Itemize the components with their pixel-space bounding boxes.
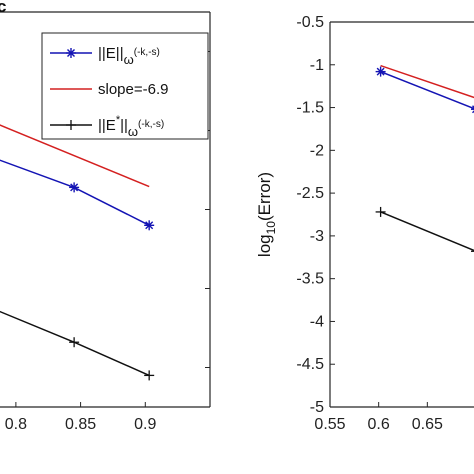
series-line-1 bbox=[380, 64, 474, 99]
y-tick-label-2: -1.5 bbox=[296, 100, 324, 117]
legend-box bbox=[41, 32, 209, 140]
y-axis-label: log10(Error) bbox=[255, 172, 278, 257]
y-axis-label-tail: (Error) bbox=[255, 172, 274, 221]
legend-entry-sup-0: (-k,-s) bbox=[134, 47, 160, 58]
legend-entry-main-0: ||E|| bbox=[98, 45, 124, 62]
right-chart-panel: 0.55 0.6 0.65 -0.5 -1 -1.5 -2 -2.5 -3 -3.5 -4 -4.5 -… bbox=[255, 14, 474, 433]
x-tick-label-0: 0.8 bbox=[5, 416, 27, 433]
legend-entry-sup-2: (-k,-s) bbox=[138, 119, 164, 130]
x-tick-label-2: 0.65 bbox=[412, 416, 443, 433]
y-tick-label-5: -3 bbox=[310, 228, 324, 245]
y-tick-label-8: -4.5 bbox=[296, 356, 324, 373]
legend-entry-star-2: * bbox=[116, 114, 121, 126]
legend-entry-main-1: slope=-6.9 bbox=[98, 81, 168, 98]
x-tick-label-1: 0.85 bbox=[65, 416, 96, 433]
y-tick-label-1: -1 bbox=[310, 57, 324, 74]
left-chart-panel: 0.8 0.85 0.9c||E||ω(-k,-s)slope=-6.9||E*||… bbox=[0, 0, 211, 433]
x-tick-label-0: 0.55 bbox=[314, 416, 345, 433]
y-tick-label-3: -2 bbox=[310, 142, 324, 159]
y-axis-label-sub: 10 bbox=[264, 221, 278, 235]
plot-area bbox=[0, 124, 155, 381]
legend-entry-label-2: ||E*||ω(-k,-s) bbox=[98, 114, 164, 139]
y-tick-label-0: -0.5 bbox=[296, 14, 324, 31]
y-axis-label-main: log bbox=[255, 234, 274, 257]
legend-entry-label-1: slope=-6.9 bbox=[98, 81, 168, 98]
legend: ||E||ω(-k,-s)slope=-6.9||E*||ω(-k,-s) bbox=[41, 32, 209, 140]
series-line-0 bbox=[380, 70, 474, 110]
legend-entry-sub-2: ω bbox=[128, 124, 138, 139]
legend-entry-main-2: ||E bbox=[98, 117, 116, 134]
y-tick-label-6: -3.5 bbox=[296, 271, 324, 288]
y-tick-label-9: -5 bbox=[310, 399, 324, 416]
legend-entry-tail-2: || bbox=[120, 117, 128, 134]
y-tick-label-4: -2.5 bbox=[296, 185, 324, 202]
y-tick-label-7: -4 bbox=[310, 313, 324, 330]
legend-entry-sub-0: ω bbox=[124, 52, 134, 67]
panel-label: c bbox=[0, 0, 6, 16]
x-tick-label-1: 0.6 bbox=[368, 416, 390, 433]
series-line-2 bbox=[380, 211, 474, 252]
series-line-1 bbox=[0, 124, 150, 188]
plot-area bbox=[375, 64, 474, 252]
x-tick-label-2: 0.9 bbox=[134, 416, 156, 433]
legend-entry-label-0: ||E||ω(-k,-s) bbox=[98, 45, 160, 67]
